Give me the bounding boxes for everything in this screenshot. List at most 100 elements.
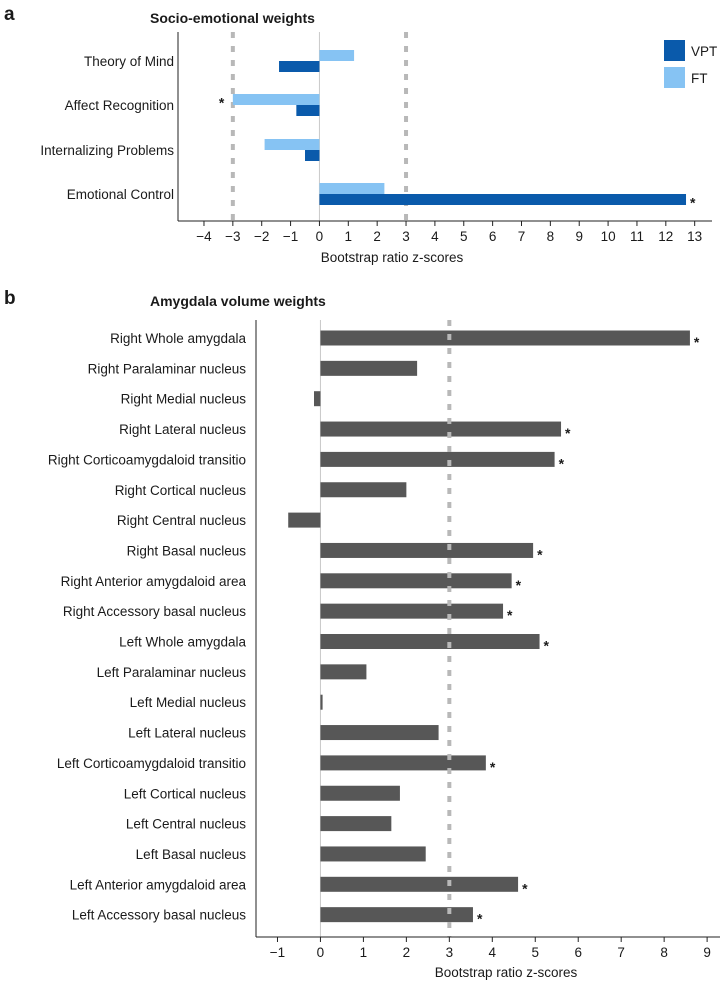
panel-b-x-tick-label: −1 (270, 945, 285, 960)
panel-a-x-tick-label: 10 (601, 229, 616, 244)
panel-a-x-tick-label: 6 (489, 229, 497, 244)
panel-b-category-label: Left Central nucleus (126, 817, 246, 832)
panel-a-bar-ft (264, 139, 320, 150)
panel-b-x-tick-label: 3 (446, 945, 454, 960)
panel-b-x-tick-label: 5 (532, 945, 540, 960)
panel-a-category-label: Theory of Mind (84, 54, 174, 69)
panel-b-category-label: Left Whole amygdala (119, 635, 246, 650)
panel-b-title: Amygdala volume weights (150, 293, 326, 309)
panel-b-bar (320, 725, 439, 741)
panel-b-category-label: Left Basal nucleus (136, 847, 247, 862)
panel-a-bar-ft (319, 183, 385, 194)
panel-a-legend-swatch-vpt (664, 40, 685, 61)
panel-b-bar (320, 694, 323, 710)
panel-b-bar (320, 907, 473, 923)
panel-b-x-tick-label: 8 (660, 945, 668, 960)
panel-a-x-tick-label: 7 (518, 229, 526, 244)
panel-b-bar (320, 573, 512, 589)
panel-a-bar-vpt (296, 105, 320, 116)
panel-b-x-tick-label: 1 (360, 945, 368, 960)
panel-a-chart: Theory of Mind Affect Recognition * Interna… (40, 32, 717, 244)
panel-b-category-label: Left Lateral nucleus (128, 726, 246, 741)
panel-b-category-label: Left Paralaminar nucleus (97, 665, 247, 680)
panel-a-x-tick-label: 5 (460, 229, 468, 244)
panel-b-bar (320, 542, 534, 558)
panel-b-category-label: Right Accessory basal nucleus (63, 604, 246, 619)
panel-a-x-tick-label: −1 (283, 229, 298, 244)
panel-a-legend-swatch-ft (664, 67, 685, 88)
panel-b-category-label: Right Paralaminar nucleus (88, 361, 247, 376)
panel-a-bar-vpt (279, 61, 320, 72)
panel-b-x-axis-title: Bootstrap ratio z-scores (435, 965, 578, 980)
panel-a-x-tick-label: 9 (575, 229, 583, 244)
panel-a-bar-vpt (319, 194, 687, 205)
panel-b-category-label: Right Corticoamygdaloid transitio (48, 452, 246, 467)
panel-a-x-tick-label: 2 (373, 229, 381, 244)
panel-b-significance-marker: * (694, 334, 700, 350)
panel-a-x-tick-label: 8 (547, 229, 555, 244)
panel-a-x-tick-label: −2 (254, 229, 269, 244)
panel-b-significance-marker: * (537, 546, 543, 562)
panel-b-bar (320, 755, 486, 771)
panel-a-x-tick-label: 11 (630, 229, 644, 244)
panel-b-significance-marker: * (516, 577, 522, 593)
panel-b-x-tick-label: 6 (574, 945, 582, 960)
panel-b-significance-marker: * (477, 911, 483, 927)
panel-b-significance-marker: * (522, 880, 528, 896)
panel-b-category-label: Left Medial nucleus (130, 695, 247, 710)
panel-a-bar-ft (319, 50, 355, 61)
panel-a-x-tick-label: 0 (316, 229, 324, 244)
panel-b-significance-marker: * (490, 759, 496, 775)
panel-b-bar (320, 846, 426, 862)
panel-a-category-label: Affect Recognition (65, 98, 174, 113)
panel-b-category-label: Right Whole amygdala (110, 331, 246, 346)
panel-b-significance-marker: * (544, 638, 550, 654)
panel-b-category-label: Left Cortical nucleus (124, 786, 247, 801)
panel-a-x-tick-label: 13 (687, 229, 702, 244)
panel-b-x-tick-label: 4 (489, 945, 497, 960)
panel-a-category-label: Emotional Control (67, 187, 174, 202)
panel-b-x-tick-label: 7 (617, 945, 625, 960)
panel-b-category-label: Right Lateral nucleus (119, 422, 246, 437)
panel-b-bar (320, 634, 540, 649)
panel-a-significance-marker: * (690, 195, 696, 211)
panel-a-label: a (4, 4, 15, 25)
panel-b-category-label: Right Medial nucleus (121, 392, 247, 407)
panel-b-chart: Right Whole amygdala * Right Paralaminar n… (48, 320, 720, 960)
panel-b-category-label: Right Anterior amygdaloid area (61, 574, 247, 589)
panel-b-bar (320, 664, 367, 680)
panel-b-bar (320, 876, 519, 892)
panel-b-x-tick-label: 2 (403, 945, 411, 960)
panel-b-bar (320, 816, 392, 832)
panel-b-significance-marker: * (565, 425, 571, 441)
panel-b-bar (288, 512, 321, 528)
panel-b-x-tick-label: 9 (703, 945, 711, 960)
panel-a-title: Socio-emotional weights (150, 10, 315, 26)
panel-b-x-tick-label: 0 (317, 945, 325, 960)
panel-a-bar-vpt (305, 150, 320, 161)
panel-a-x-tick-label: −4 (196, 229, 212, 244)
panel-a-x-tick-label: −3 (225, 229, 240, 244)
panel-a-x-axis-title: Bootstrap ratio z-scores (321, 250, 464, 265)
panel-b-category-label: Left Anterior amygdaloid area (70, 877, 247, 892)
panel-b-bar (320, 482, 407, 498)
panel-b-bar (314, 391, 321, 407)
panel-b-category-label: Left Corticoamygdaloid transitio (57, 756, 246, 771)
panel-a-x-tick-label: 1 (345, 229, 353, 244)
panel-b-bar (320, 451, 555, 467)
panel-a-legend-label-vpt: VPT (691, 44, 717, 59)
panel-b-bar (320, 785, 400, 801)
panel-b-category-label: Right Central nucleus (117, 513, 246, 528)
panel-b-significance-marker: * (559, 455, 565, 471)
panel-b-category-label: Right Cortical nucleus (115, 483, 247, 498)
panel-b-bar (320, 603, 504, 619)
panel-a-bar-ft (232, 94, 320, 105)
panel-a-x-tick-label: 3 (402, 229, 410, 244)
panel-b-label: b (4, 288, 16, 309)
panel-b-bar (320, 330, 690, 346)
panel-b-category-label: Left Accessory basal nucleus (72, 908, 246, 923)
panel-a-legend-label-ft: FT (691, 71, 708, 86)
panel-a-category-label: Internalizing Problems (40, 143, 174, 158)
panel-b-significance-marker: * (507, 607, 513, 623)
